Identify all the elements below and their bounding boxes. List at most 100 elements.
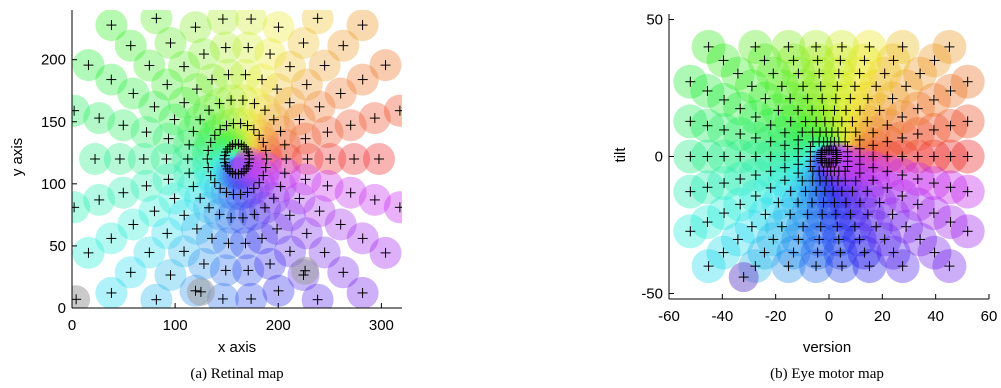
retinal-map-point-marker [179, 246, 190, 257]
eye-motor-map-point-marker [732, 234, 743, 245]
retinal-map-point-marker [281, 154, 292, 164]
retinal-map-point-marker [246, 293, 257, 304]
eye-motor-map-point-marker [847, 116, 858, 127]
retinal-map-point-marker [169, 193, 180, 204]
eye-motor-map-y-tick-label: -50 [641, 286, 663, 303]
retinal-map-point-marker [302, 154, 313, 164]
eye-motor-map-point-marker [912, 199, 923, 210]
eye-motor-map-point-marker [779, 127, 790, 138]
eye-motor-map-point-marker [845, 209, 856, 220]
retinal-map-point-marker [279, 139, 290, 150]
retinal-map-point-marker [141, 127, 152, 138]
eye-motor-map-point-marker [901, 81, 912, 92]
eye-motor-map-point-marker [897, 41, 908, 52]
retinal-map-point-marker [394, 202, 402, 213]
eye-motor-map-point-marker [845, 93, 856, 104]
eye-motor-map-point-marker [887, 209, 898, 220]
retinal-map-point-marker [203, 162, 214, 173]
retinal-map-point-marker [163, 174, 174, 185]
eye-motor-map-point-marker [888, 247, 899, 258]
eye-motor-map-point-marker [735, 151, 746, 162]
retinal-map-point-marker [188, 181, 199, 192]
retinal-map-point-marker [106, 74, 117, 85]
eye-motor-map-point-marker [719, 151, 730, 162]
retinal-map-point-marker [273, 285, 284, 296]
eye-motor-map-point-marker [829, 197, 840, 208]
retinal-map-point-marker [284, 97, 295, 108]
retinal-map-point-marker [161, 154, 172, 164]
retinal-map-point-marker [223, 69, 234, 80]
eye-motor-map-point-marker [815, 81, 826, 92]
eye-motor-map-point-marker [760, 209, 771, 220]
retinal-map-point-marker [205, 170, 216, 181]
eye-motor-map-point-marker [831, 153, 842, 164]
retinal-map-point-marker [240, 69, 251, 80]
eye-motor-map-point-marker [746, 221, 757, 232]
eye-motor-map-point-marker [862, 93, 873, 104]
eye-motor-map-point-marker [765, 151, 776, 162]
eye-motor-map-point-marker [912, 129, 923, 140]
retinal-map-point-marker [149, 101, 160, 112]
retinal-map-point-marker [254, 130, 265, 141]
retinal-map-point-marker [284, 246, 295, 257]
eye-motor-map-point-marker [719, 94, 730, 105]
eye-motor-map-point-marker [738, 272, 749, 283]
eye-motor-map-point-marker [798, 221, 809, 232]
eye-motor-map-point-marker [685, 151, 696, 162]
eye-motor-map-point-marker [773, 105, 784, 116]
eye-motor-map-point-marker [945, 217, 956, 228]
retinal-map-point-marker [284, 61, 295, 72]
eye-motor-map-point-marker [928, 151, 939, 162]
eye-motor-map-point-marker [915, 68, 926, 79]
retinal-map-point-marker [294, 193, 305, 204]
retinal-map-point-marker [202, 154, 213, 164]
retinal-map-point-marker [373, 154, 384, 164]
eye-motor-map-point-marker [840, 166, 851, 177]
eye-motor-map-point-marker [836, 186, 847, 197]
eye-motor-map-point-marker [897, 112, 908, 123]
retinal-map-point-marker [265, 258, 276, 269]
retinal-map-point-marker [301, 79, 312, 90]
retinal-map-point-marker [220, 42, 231, 53]
retinal-map-x-tick-label: 0 [68, 317, 76, 334]
eye-motor-map-point-marker [703, 261, 714, 272]
retinal-map-point-marker [138, 154, 149, 164]
retinal-map-disc [383, 191, 402, 224]
retinal-map-point-marker [114, 154, 125, 164]
eye-motor-map-x-tick-label: -60 [658, 308, 680, 325]
retinal-map-point-marker [248, 124, 259, 135]
eye-motor-map-point-marker [765, 182, 776, 193]
retinal-map-point-marker [195, 193, 206, 204]
eye-motor-map-point-marker [788, 55, 799, 66]
retinal-map-point-marker [141, 180, 152, 191]
eye-motor-map-point-marker [879, 234, 890, 245]
eye-motor-map-point-marker [912, 173, 923, 184]
retinal-map-point-marker [191, 84, 202, 95]
retinal-map-circles [72, 10, 402, 308]
retinal-map-point-marker [240, 238, 251, 249]
eye-motor-map-point-marker [840, 175, 851, 186]
eye-motor-map-plot-area [673, 29, 985, 293]
retinal-map-point-marker [335, 219, 346, 230]
eye-motor-map-point-marker [800, 186, 811, 197]
retinal-map-point-marker [191, 223, 202, 234]
retinal-map-point-marker [106, 233, 117, 244]
retinal-map-point-marker [338, 40, 349, 51]
eye-motor-map-point-marker [868, 175, 879, 186]
eye-motor-map-point-marker [783, 41, 794, 52]
retinal-map-point-marker [125, 40, 136, 51]
eye-motor-map-point-marker [864, 261, 875, 272]
retinal-map-y-label: y axis [9, 138, 26, 176]
eye-motor-map-point-marker [868, 151, 879, 162]
retinal-map-point-marker [106, 287, 117, 298]
retinal-map-point-marker [322, 180, 333, 191]
eye-motor-map-point-marker [854, 197, 865, 208]
retinal-map-plot-area [72, 10, 402, 308]
retinal-map-point-marker [239, 166, 250, 177]
retinal-map-point-marker [206, 233, 217, 244]
retinal-map-point-marker [369, 194, 380, 205]
eye-motor-map-point-marker [776, 221, 787, 232]
eye-motor-map-point-marker [719, 208, 730, 219]
eye-motor-map-point-marker [882, 136, 893, 147]
retinal-map-point-marker [204, 105, 215, 116]
